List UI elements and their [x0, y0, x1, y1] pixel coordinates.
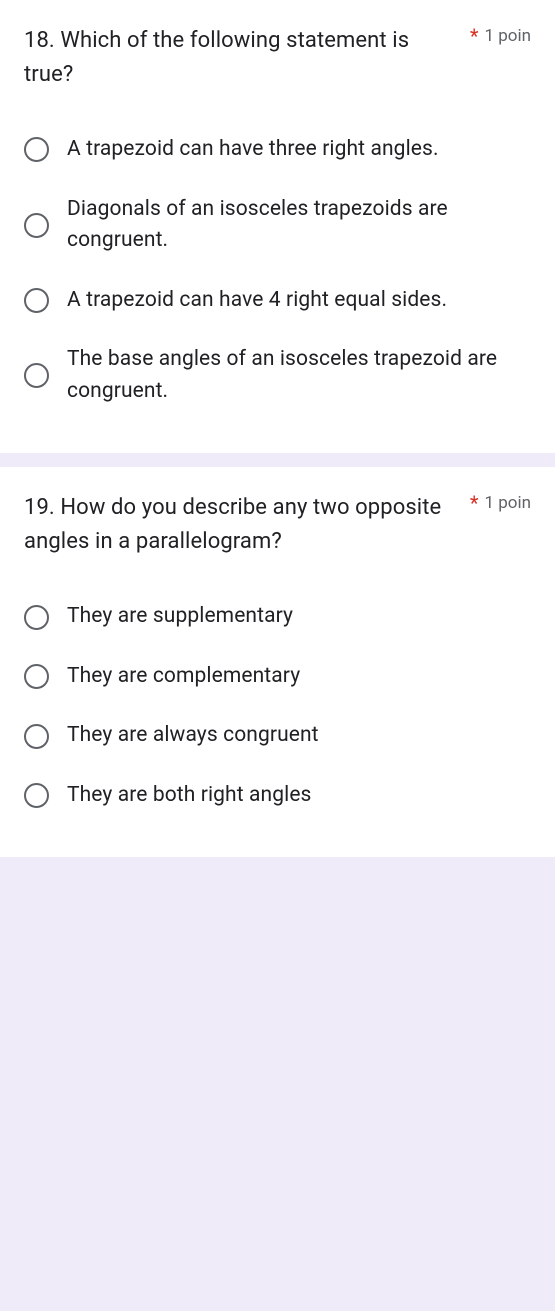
question-card-19: 19. How do you describe any two opposite… [0, 467, 555, 857]
option-label: A trapezoid can have three right angles. [67, 134, 439, 166]
radio-icon[interactable] [24, 724, 49, 749]
option-label: The base angles of an isosceles trapezoi… [67, 344, 531, 407]
option-row[interactable]: A trapezoid can have three right angles. [24, 120, 531, 180]
option-row[interactable]: The base angles of an isosceles trapezoi… [24, 330, 531, 421]
option-row[interactable]: They are both right angles [24, 766, 531, 826]
radio-icon[interactable] [24, 137, 49, 162]
points-label: 1 poin [484, 489, 531, 513]
option-label: They are always congruent [67, 720, 319, 752]
question-title: 19. How do you describe any two opposite… [24, 491, 470, 559]
options-list: A trapezoid can have three right angles.… [24, 120, 531, 421]
question-header: 19. How do you describe any two opposite… [24, 491, 531, 559]
radio-icon[interactable] [24, 783, 49, 808]
points-label: 1 poin [484, 22, 531, 46]
radio-icon[interactable] [24, 288, 49, 313]
option-row[interactable]: They are supplementary [24, 587, 531, 647]
option-label: Diagonals of an isosceles trapezoids are… [67, 194, 531, 257]
radio-icon[interactable] [24, 213, 49, 238]
points-container: *1 poin [470, 24, 531, 50]
option-label: They are both right angles [67, 780, 312, 812]
options-list: They are supplementary They are compleme… [24, 587, 531, 825]
option-row[interactable]: Diagonals of an isosceles trapezoids are… [24, 180, 531, 271]
option-row[interactable]: They are complementary [24, 647, 531, 707]
option-label: A trapezoid can have 4 right equal sides… [67, 285, 447, 317]
required-star-icon: * [470, 491, 479, 515]
radio-icon[interactable] [24, 605, 49, 630]
question-card-18: 18. Which of the following statement is … [0, 0, 555, 453]
option-row[interactable]: A trapezoid can have 4 right equal sides… [24, 271, 531, 331]
question-header: 18. Which of the following statement is … [24, 24, 531, 92]
option-row[interactable]: They are always congruent [24, 706, 531, 766]
points-container: *1 poin [470, 491, 531, 517]
radio-icon[interactable] [24, 363, 49, 388]
option-label: They are complementary [67, 661, 300, 693]
option-label: They are supplementary [67, 601, 293, 633]
required-star-icon: * [470, 24, 479, 48]
question-title: 18. Which of the following statement is … [24, 24, 470, 92]
radio-icon[interactable] [24, 664, 49, 689]
